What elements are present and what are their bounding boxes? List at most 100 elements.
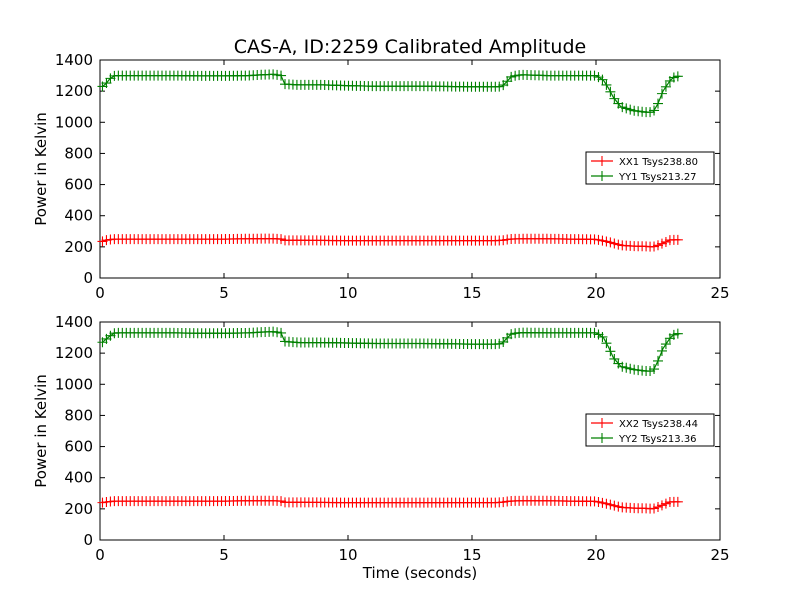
series-point [601, 498, 612, 509]
series-point [605, 86, 616, 97]
series-point [649, 241, 660, 252]
x-tick-label: 10 [338, 284, 357, 302]
series-point [605, 499, 616, 510]
series-point [601, 79, 612, 90]
series-point [672, 328, 683, 339]
series-point [672, 234, 683, 245]
series-point [621, 362, 632, 373]
x-tick-label: 25 [710, 546, 729, 564]
series-point [653, 240, 663, 251]
series-point [653, 501, 663, 512]
series-point [617, 102, 628, 113]
x-tick-label: 0 [95, 284, 105, 302]
chart-panel-2: 0 5 10 15 20 25 0 200 400 600 800 1000 1200 1400 Power… [32, 313, 730, 582]
series-point [656, 238, 667, 249]
y-tick-label: 0 [83, 269, 93, 287]
x-tick-label: 15 [462, 546, 481, 564]
series-point [601, 236, 612, 247]
series-point [605, 237, 616, 248]
series-point [656, 500, 667, 511]
legend-box [585, 151, 715, 185]
series-point [613, 501, 624, 512]
series-point [660, 498, 671, 509]
series-point [609, 500, 620, 511]
x-tick-label: 10 [338, 546, 357, 564]
series-point [272, 69, 283, 80]
series-point [653, 355, 663, 366]
y-tick-label: 600 [64, 438, 93, 456]
chart-title: CAS-A, ID:2259 Calibrated Amplitude [234, 36, 586, 58]
series-point [621, 103, 632, 114]
series-point [498, 336, 509, 347]
y-tick-label: 1000 [55, 375, 93, 393]
y-tick-label: 0 [83, 531, 93, 549]
legend-marker [597, 433, 607, 443]
series-point [660, 236, 671, 247]
x-tick-label: 5 [219, 546, 229, 564]
y-axis-label: Power in Kelvin [32, 374, 50, 488]
y-tick-label: 1000 [55, 113, 93, 131]
series-point [268, 69, 279, 80]
series-point [105, 73, 116, 84]
series-point [272, 327, 283, 338]
y-axis-label: Power in Kelvin [32, 112, 50, 226]
legend-label: XX2 Tsys238.44 [619, 419, 698, 430]
series-point [268, 326, 279, 337]
series-point [101, 78, 112, 89]
series-point [609, 238, 620, 249]
series-point [625, 363, 636, 374]
series-point [649, 364, 660, 375]
series-point [660, 81, 671, 92]
x-tick-label: 15 [462, 284, 481, 302]
legend: XX2 Tsys238.44 YY2 Tsys213.36 [585, 413, 715, 447]
series-point [97, 497, 108, 508]
series-point [672, 71, 683, 82]
y-tick-label: 1200 [55, 82, 93, 100]
series-point [597, 497, 608, 508]
series-point [625, 104, 636, 115]
y-tick-label: 800 [64, 406, 93, 424]
y-tick-label: 600 [64, 176, 93, 194]
y-tick-label: 1400 [55, 313, 93, 331]
series-point [660, 339, 671, 350]
series-point [498, 235, 509, 246]
series-point [97, 236, 108, 247]
series-point [597, 331, 608, 342]
series-point [506, 71, 517, 82]
chart-panel-1: 0 5 10 15 20 25 0 200 400 600 800 1000 1200 1400 Power… [32, 51, 730, 302]
series-2 [97, 69, 683, 118]
x-tick-label: 25 [710, 284, 729, 302]
series-point [653, 98, 663, 109]
series-point [593, 234, 604, 245]
series-point [276, 70, 287, 81]
series-point [105, 330, 116, 341]
series-point [597, 235, 608, 246]
series-point [601, 338, 612, 349]
series-point [645, 107, 656, 118]
series-point [589, 496, 600, 507]
x-tick-label: 5 [219, 284, 229, 302]
legend-marker [597, 171, 607, 181]
series-point [276, 234, 287, 245]
legend-label: YY2 Tsys213.36 [618, 434, 697, 445]
series-point [494, 338, 505, 349]
series-point [609, 353, 620, 364]
legend-label: XX1 Tsys238.80 [619, 157, 698, 168]
legend-marker [597, 418, 607, 428]
series-point [617, 361, 628, 372]
series-point [668, 72, 679, 83]
series-point [649, 105, 660, 116]
y-tick-label: 200 [64, 238, 93, 256]
x-tick-label: 20 [586, 284, 605, 302]
series-point [649, 503, 660, 514]
series-point [668, 329, 679, 340]
series-point [605, 346, 616, 357]
series-point [656, 345, 667, 356]
series-point [589, 70, 600, 81]
legend-marker [597, 156, 607, 166]
series-point [494, 81, 505, 92]
series-1 [97, 495, 683, 514]
y-tick-label: 400 [64, 207, 93, 225]
